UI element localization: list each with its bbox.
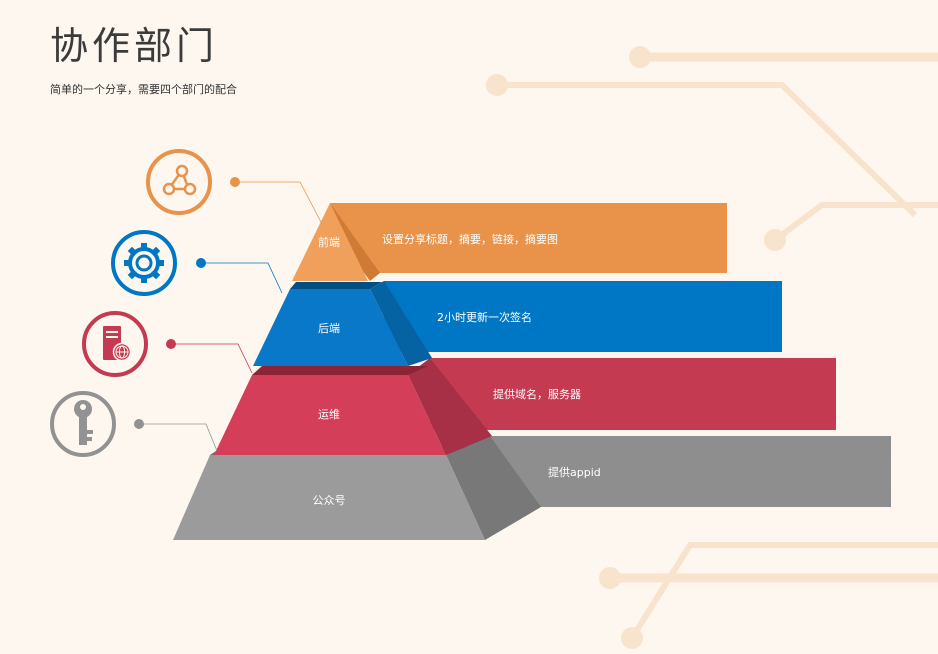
layer-label-ops: 运维 xyxy=(318,408,340,421)
connector-frontend xyxy=(230,177,323,225)
layer-side-wechat xyxy=(446,436,541,540)
layer-side-ops xyxy=(408,358,492,455)
layer-label-frontend: 前端 xyxy=(318,235,340,249)
layer-top-backend xyxy=(290,282,382,289)
key-icon xyxy=(50,391,116,457)
circuit-decoration xyxy=(486,46,938,649)
layer-front-backend xyxy=(253,289,408,366)
page-title: 协作部门 xyxy=(50,24,219,68)
layer-bar-frontend xyxy=(330,203,727,273)
share-icon xyxy=(146,149,212,215)
layer-label-backend: 后端 xyxy=(318,322,340,335)
page-subtitle: 简单的一个分享，需要四个部门的配合 xyxy=(50,83,237,96)
layer-front-ops xyxy=(214,375,446,455)
layer-desc-ops: 提供域名，服务器 xyxy=(493,387,581,401)
layer-bar-ops xyxy=(430,358,836,430)
layer-bar-wechat xyxy=(470,436,891,507)
server-icon xyxy=(82,311,148,377)
layer-side-backend xyxy=(370,281,432,366)
layer-label-wechat: 公众号 xyxy=(313,494,346,507)
connector-backend xyxy=(196,258,283,294)
connector-wechat xyxy=(134,419,218,452)
connector-ops xyxy=(166,339,253,374)
layer-desc-frontend: 设置分享标题，摘要，链接，摘要图 xyxy=(382,232,558,246)
layer-front-wechat xyxy=(173,455,485,540)
layer-top-ops xyxy=(252,366,428,375)
layer-desc-backend: 2小时更新一次签名 xyxy=(437,310,532,324)
layer-desc-wechat: 提供appid xyxy=(548,465,601,479)
layer-front-frontend xyxy=(292,203,368,281)
layer-bar-backend xyxy=(384,281,782,352)
gear-icon xyxy=(111,230,177,296)
layer-side-frontend xyxy=(330,203,380,281)
